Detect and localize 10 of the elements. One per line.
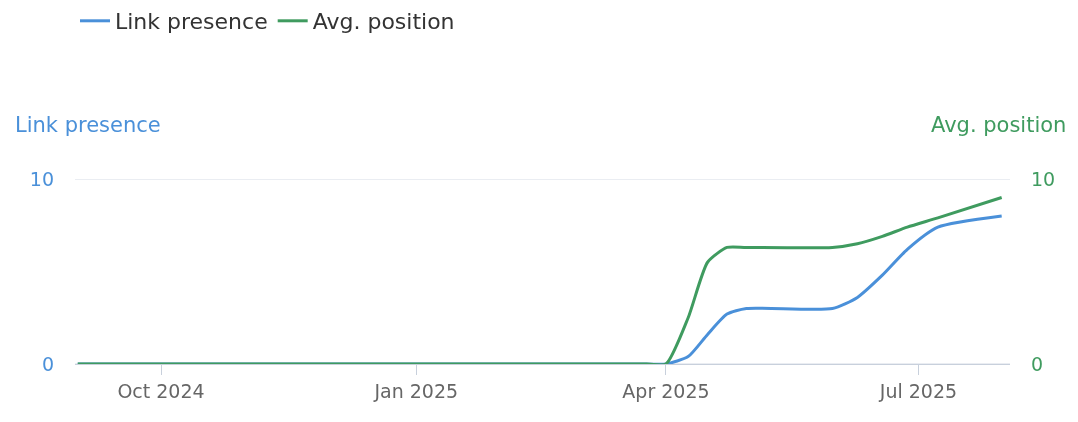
x-tick-label: Jan 2025	[373, 379, 459, 402]
y2-axis-title: Avg. position	[931, 113, 1067, 137]
x-tick-label: Oct 2024	[117, 379, 205, 402]
y-axis-title: Link presence	[15, 113, 161, 137]
y2-tick-label: 0	[1031, 352, 1044, 375]
legend-label: Link presence	[115, 9, 268, 35]
legend-label: Avg. position	[312, 9, 455, 35]
x-tick-label: Jul 2025	[878, 379, 958, 402]
y2-tick-label: 10	[1031, 167, 1056, 190]
x-tick-label: Apr 2025	[622, 379, 710, 402]
